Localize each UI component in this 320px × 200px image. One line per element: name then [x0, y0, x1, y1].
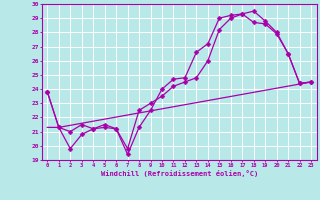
X-axis label: Windchill (Refroidissement éolien,°C): Windchill (Refroidissement éolien,°C) [100, 170, 258, 177]
